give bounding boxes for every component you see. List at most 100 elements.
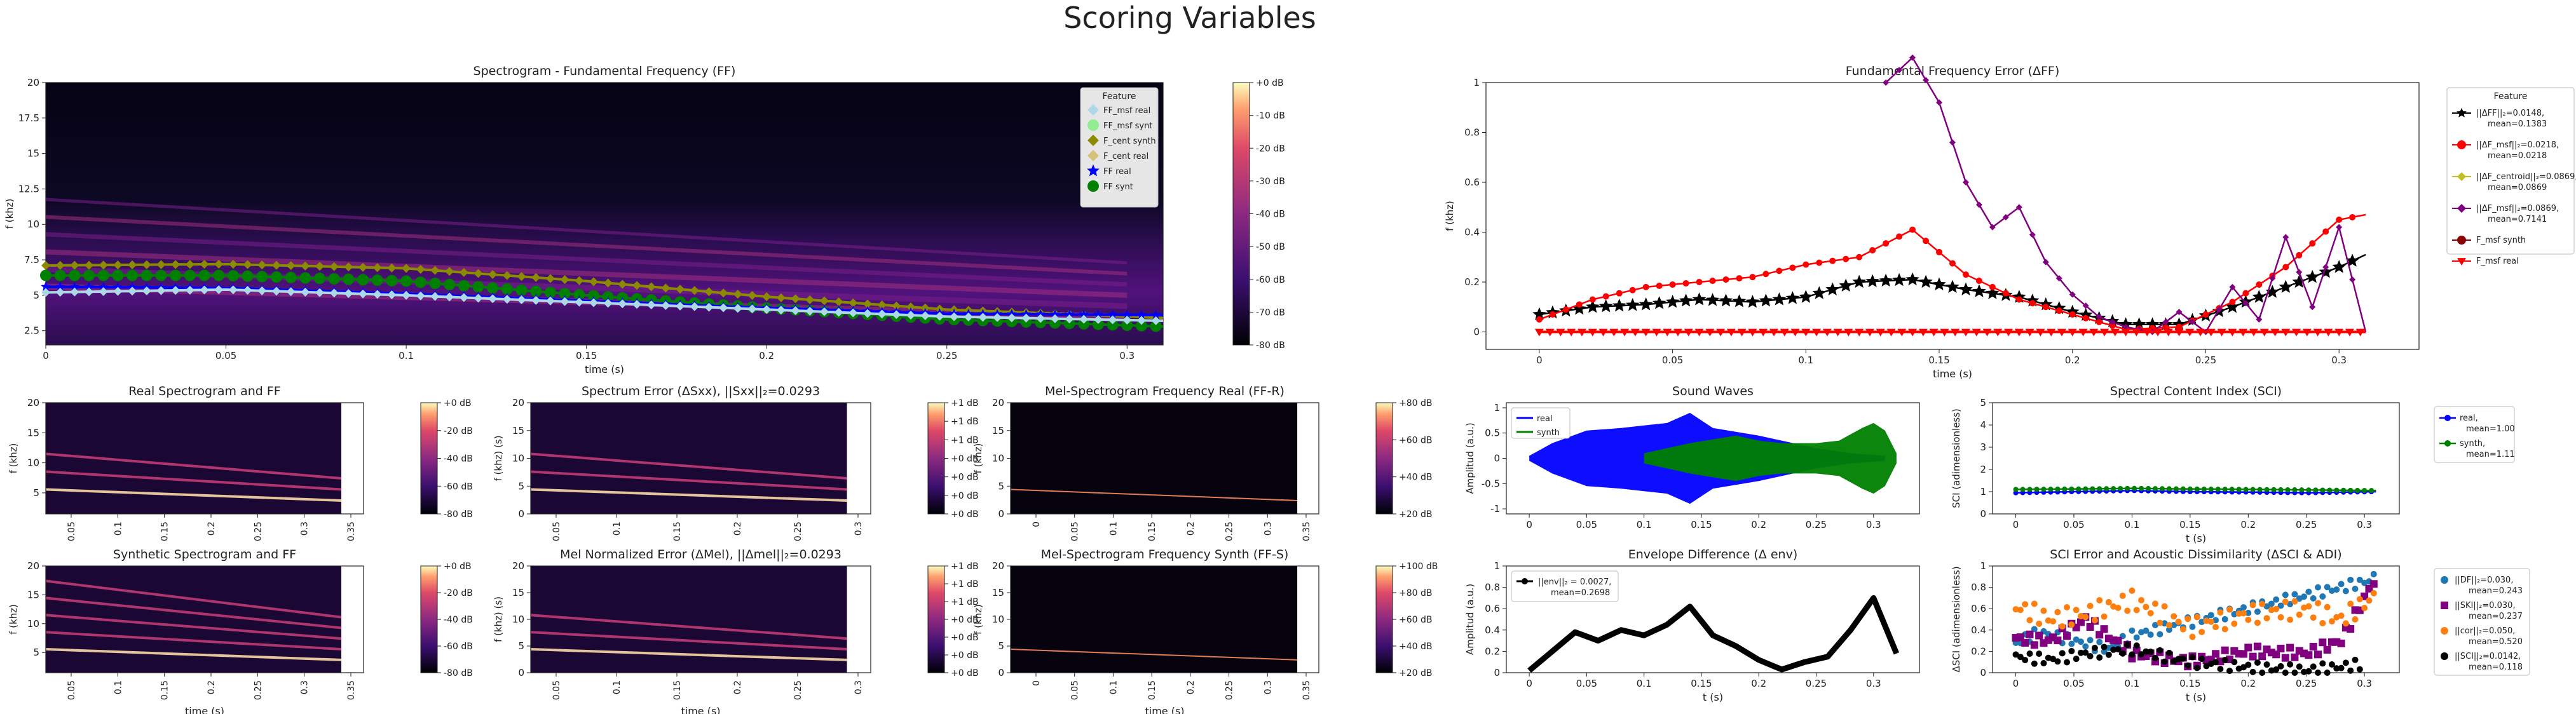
sci-error-adi-point-sci [2040,659,2047,666]
sci-marker-synth [2041,487,2047,492]
sci-marker-synth [2257,487,2263,492]
main-spectrogram-marker-ff-msf-real [1021,313,1031,323]
ff-error-marker-1 [1589,296,1596,303]
sci-marker-synth [2173,486,2179,492]
ff-error-marker-base [1534,328,1544,337]
main-spectrogram-marker-f-cent-synth [214,259,224,269]
main-spectrogram-marker-ff-msf-real [55,288,65,297]
sci-legend-marker [2444,415,2451,421]
sci-error-adi-title: SCI Error and Acoustic Dissimilarity (ΔS… [2050,548,2341,562]
envelope-difference-ytick-label: 0 [1494,667,1500,678]
mel-real-xtick-label: 0.3 [1263,522,1273,536]
ff-error-legend-title: Feature [2494,91,2528,102]
ff-error-marker-1 [1883,240,1890,247]
sound-waves-area-synth [1644,422,1897,494]
sci-error-adi-point-sci [2179,655,2186,662]
sci-error-adi-point-sci [2324,670,2331,676]
sci-error-adi-point-cor [2254,619,2261,626]
ff-error-marker-1 [1949,260,1956,267]
ff-error-marker-0 [1625,297,1640,311]
envelope-difference-legend-marker [1522,578,1528,584]
sci-error-adi-point-sci [2315,670,2321,676]
sci-error-adi-point-ski [2063,632,2071,640]
ff-error-marker-base [2004,328,2014,337]
ff-error-marker-base [2185,328,2195,337]
sci-marker-synth [2055,486,2061,492]
main-spectrogram-series-ff-real [45,285,1164,317]
main-spectrogram-marker-f-cent-synth [315,262,324,271]
ff-error-marker-base [2100,328,2109,337]
envelope-difference-ytick-label: 0.8 [1485,582,1500,593]
main-spectrogram-marker-f-cent-synth [99,260,108,270]
ff-error-marker-1 [2282,264,2289,271]
mel-real-xtick-label: 0.2 [1186,522,1196,536]
sci-error-adi-ylabel: ΔSCI (adimensionless) [1951,566,1962,672]
main-spectrogram-marker-ff-synt [54,269,66,281]
ff-error-marker-1 [1829,257,1836,264]
ff-error-marker-base [2036,328,2045,337]
sci-ytick-label: 1 [1980,486,1986,497]
ff-error-marker-base [2057,328,2066,337]
spectrum-error-colorbar-label: +0 dB [951,454,979,464]
sci-error-adi-point-cor [2031,600,2038,607]
mel-normalized-error-colorbar-label: +1 dB [951,597,979,607]
main-spectrogram-ytick-label: 5 [33,290,39,301]
main-spectrogram-marker-ff-msf-real [113,286,123,296]
ff-error-marker-base [2047,328,2056,337]
main-spectrogram-marker-ff-msf-real [41,288,50,297]
sci-error-adi-point-cor [2305,603,2312,610]
sci-marker-synth [2048,487,2054,492]
sci-marker-synth [2083,486,2089,492]
sci-ytick-label: 2 [1980,464,1986,475]
sci-error-adi-point-cor [2296,611,2303,618]
envelope-difference-legend [1511,570,1619,602]
ff-error-ytick-label: 1 [1473,77,1480,88]
main-spectrogram-marker-ff-msf-real [964,313,973,322]
sci-error-adi-point-df [2342,588,2349,595]
sci-error-adi-legend-label: mean=0.237 [2469,612,2523,621]
sci-error-adi-point-ski [2249,652,2257,661]
sci-error-adi-point-cor [2198,628,2205,635]
sci-error-adi-point-sci [2212,659,2219,666]
envelope-difference-series-env [1527,595,1900,673]
sci-error-adi-point-df [2305,588,2312,595]
sci-marker-synth [2013,487,2019,492]
sci-error-adi-point-sci [2277,663,2284,670]
main-spectrogram-marker-f-cent-synth [41,260,50,270]
mel-real-ytick-label: 5 [998,480,1004,492]
ff-error-marker-1 [2349,213,2356,220]
mel-real-xtick-label: 0 [1032,522,1042,527]
mel-normalized-error-ytick-label: 10 [512,614,524,625]
ff-error-legend-marker [2457,204,2466,213]
main-spectrogram-marker-ff-msf-real [892,310,901,320]
ff-error-marker-1 [1656,282,1663,289]
ff-error-marker-base [1705,328,1715,337]
ff-error-marker-base [1929,328,1939,337]
real-spectrogram-colorbar-label: -60 dB [444,482,473,492]
ff-error-marker-0 [1772,292,1787,306]
ff-error-marker-base [1876,328,1885,337]
main-spectrogram-marker-f-cent-synth [603,278,613,288]
ff-error-ytick-label: 0 [1473,327,1480,338]
sci-error-adi-point-ski [2272,650,2280,659]
sci-error-adi-point-sci [2254,659,2261,666]
mel-synth-colorbar-label: +80 dB [1399,588,1433,598]
sci-error-adi-point-cor [2143,603,2150,610]
ff-error-marker-1 [1962,271,1969,278]
main-spectrogram-marker-f-cent-synth [834,297,843,307]
ff-error-marker-0 [2292,274,2307,288]
envelope-difference-xtick-label: 0.3 [1866,678,1881,689]
synthetic-spectrogram-xtick-label: 0.1 [113,680,123,694]
main-spectrogram-marker-f-cent-synth [762,292,772,302]
main-spectrogram-marker-f-cent-synth [877,300,887,309]
main-spectrogram-marker-ff-msf-real [877,309,887,319]
sci-title: Spectral Content Index (SCI) [2110,384,2282,398]
ff-error-marker-base [2355,328,2365,337]
ff-error-ylabel: f (khz) [1444,201,1455,231]
sci-marker-synth [2187,486,2193,492]
main-spectrogram-legend-marker [1087,119,1099,131]
synthetic-spectrogram-xtick-label: 0.35 [346,680,357,700]
sci-error-adi-point-sci [2147,648,2154,655]
main-spectrogram-marker-ff-msf-real [387,290,397,300]
sci-error-adi-point-cor [2189,633,2196,640]
